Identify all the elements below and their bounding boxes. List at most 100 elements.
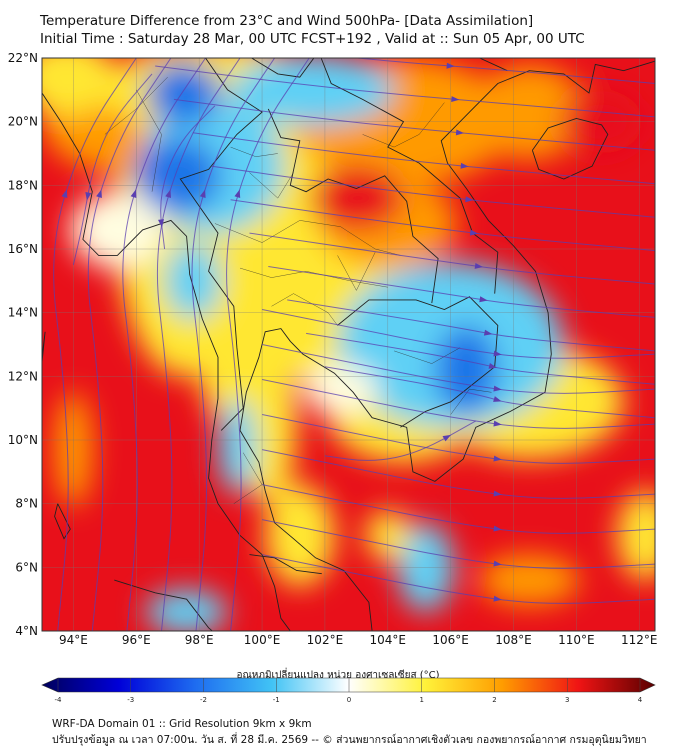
title-line-1: Temperature Difference from 23°C and Win… [40, 13, 534, 29]
wind-arrow-7 [474, 262, 483, 269]
streamline-24 [191, 58, 276, 631]
wind-arrow-15 [493, 455, 502, 462]
streamline-27 [160, 105, 216, 250]
lon-tick-label: 112°E [621, 633, 658, 647]
lat-tick-label: 18°N [8, 178, 38, 192]
wind-arrow-18 [493, 560, 502, 567]
wind-arrow-11 [493, 396, 502, 402]
lon-tick-label: 100°E [244, 633, 281, 647]
lon-tick-label: 106°E [432, 633, 469, 647]
province-border [249, 172, 294, 199]
streamline-17 [262, 484, 655, 534]
wind-arrow-8 [479, 296, 488, 303]
temperature-patch-24 [218, 398, 256, 495]
wind-arrow-26 [85, 192, 92, 201]
province-border [230, 146, 278, 157]
myanmar-thailand-border [179, 58, 263, 431]
streamline-5 [211, 165, 655, 218]
province-border [214, 220, 401, 256]
chart-title: Temperature Difference from 23°C and Win… [40, 12, 585, 48]
nicobar-islands [54, 503, 71, 540]
lat-tick-label: 12°N [8, 369, 38, 383]
temperature-patch-11 [309, 166, 404, 230]
colorbar-tick-label: 4 [638, 696, 643, 704]
lat-tick-label: 10°N [8, 433, 38, 447]
colorbar-tick-label: 3 [565, 696, 569, 704]
wind-arrow-5 [465, 196, 474, 203]
wind-arrow-10 [488, 362, 497, 369]
temperature-patch-17 [434, 325, 498, 415]
wind-arrow-16 [493, 490, 502, 497]
lat-tick-label: 20°N [8, 115, 38, 129]
colorbar-tick-label: -1 [273, 696, 280, 704]
wind-arrow-25 [234, 189, 241, 199]
province-border [450, 388, 492, 415]
wind-arrow-2 [451, 96, 460, 103]
longitude-tick-labels: 94°E 96°E 98°E 100°E 102°E 104°E 106°E 108°E 110… [59, 633, 658, 647]
lon-tick-label: 110°E [558, 633, 595, 647]
laos-vietnam-border [320, 58, 499, 294]
colorbar-tick-label: 0 [347, 696, 351, 704]
streamline-10 [306, 332, 655, 385]
mainland-coastline [42, 92, 291, 631]
colorbar-tick-label: -3 [127, 696, 134, 704]
streamline-12 [262, 309, 655, 359]
temperature-patch-22 [230, 58, 395, 125]
lat-tick-label: 4°N [15, 624, 38, 638]
weather-map: 94°E 96°E 98°E 100°E 102°E 104°E 106°E 108°E 110… [8, 51, 658, 647]
colorbar-ticks: -4 -3 -2 -1 0 1 2 3 4 [55, 678, 643, 704]
streamline-21 [87, 58, 172, 631]
lon-tick-label: 108°E [495, 633, 532, 647]
wind-arrows [61, 62, 502, 602]
temperature-patch-20 [164, 242, 222, 320]
province-border [136, 89, 162, 192]
lat-tick-label: 8°N [15, 497, 38, 511]
lon-tick-label: 94°E [59, 633, 88, 647]
wind-arrow-6 [469, 229, 479, 236]
wind-arrow-27 [158, 219, 164, 228]
footer-line-2: ปรับปรุงข้อมูล ณ เวลา 07:00น. วัน ส. ที่… [52, 734, 647, 746]
lat-tick-label: 22°N [8, 51, 38, 65]
temperature-patch-25 [302, 363, 379, 415]
streamline-22 [122, 58, 206, 631]
wind-arrow-22 [130, 189, 137, 199]
temperature-patch-28 [145, 589, 228, 631]
latitude-tick-labels: 4°N 6°N 8°N 10°N 12°N 14°N 16°N 18°N 20°N 22°N [8, 51, 38, 638]
wind-arrow-1 [446, 62, 455, 69]
wind-arrow-3 [455, 129, 465, 136]
wind-arrow-23 [165, 189, 171, 199]
footer-line-1: WRF-DA Domain 01 :: Grid Resolution 9km … [52, 718, 312, 730]
temperature-patch-30 [617, 490, 655, 581]
streamline-25 [226, 58, 310, 631]
colorbar-bar [41, 677, 656, 693]
lon-tick-label: 102°E [307, 633, 344, 647]
province-border [239, 267, 388, 288]
province-border [394, 347, 461, 364]
streamline-20 [53, 58, 137, 631]
streamline-23 [156, 58, 241, 631]
colorbar-tick-label: -2 [200, 696, 207, 704]
colorbar-tick-label: -4 [55, 696, 63, 704]
china-border [205, 58, 508, 78]
gulf-coastline [239, 60, 655, 631]
streamline-13 [262, 344, 655, 394]
wind-streamlines [53, 58, 655, 631]
wind-arrow-9 [483, 329, 493, 336]
temperature-patch-23 [145, 61, 222, 125]
province-border [362, 102, 445, 148]
lon-tick-label: 98°E [185, 633, 214, 647]
streamline-8 [268, 266, 655, 318]
streamline-15 [262, 414, 655, 464]
streamline-18 [262, 519, 655, 569]
wind-arrow-24 [199, 189, 206, 199]
hainan-coastline [531, 118, 609, 180]
colorbar-tick-label: 2 [492, 696, 496, 704]
lon-tick-label: 96°E [122, 633, 151, 647]
footer: WRF-DA Domain 01 :: Grid Resolution 9km … [52, 716, 647, 748]
province-border [337, 252, 376, 291]
colorbar: -4 -3 -2 -1 0 1 2 3 4 [41, 677, 656, 704]
streamline-28 [324, 420, 477, 461]
streamline-14 [262, 379, 655, 429]
streamline-3 [173, 98, 655, 151]
temperature-patch-5 [265, 484, 335, 587]
